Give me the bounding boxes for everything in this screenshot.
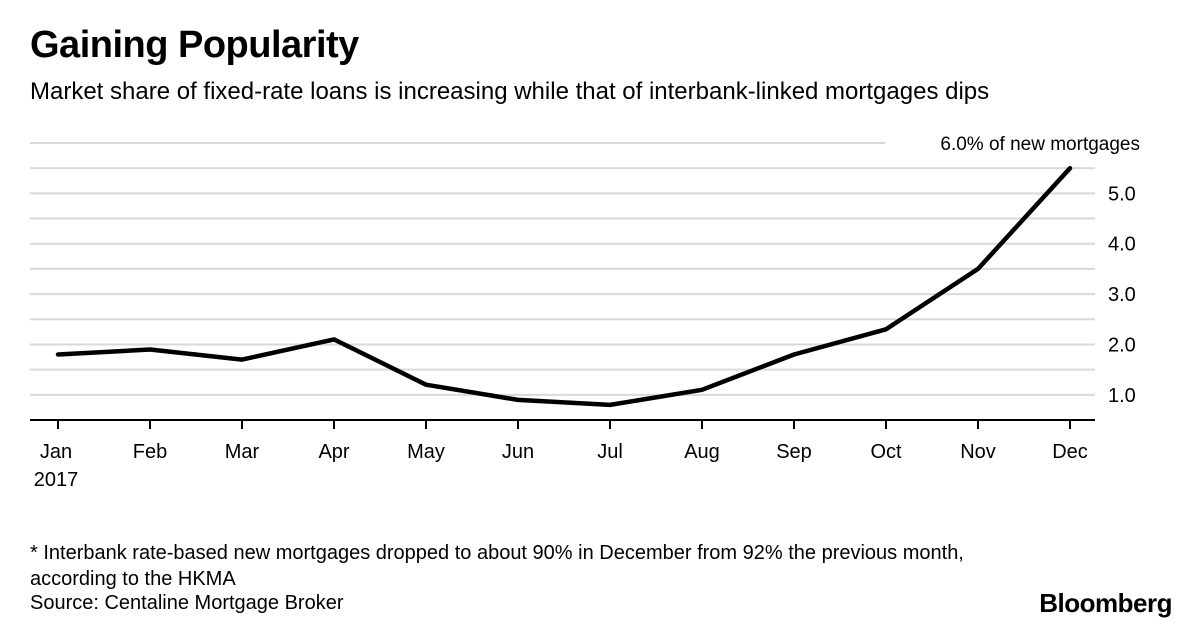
x-year-label: 2017 [34,469,79,491]
y-tick-label: 2.0 [1108,334,1136,356]
x-tick-label: Jul [597,441,623,463]
x-tick-label: Feb [133,441,167,463]
x-tick-label: Dec [1052,441,1088,463]
y-tick-label: 5.0 [1108,183,1136,205]
x-tick-label: Apr [318,441,349,463]
x-tick-label: Nov [960,441,996,463]
tick-labels: 1.0 2.0 3.0 4.0 5.0 6.0% of new mortgages Jan F… [34,134,1140,491]
y-tick-label: 3.0 [1108,284,1136,306]
x-tick-label: Mar [225,441,260,463]
chart-subtitle: Market share of fixed-rate loans is incr… [30,78,990,105]
x-tick-label: Oct [870,441,902,463]
x-axis [30,419,1095,429]
y-axis-top-label: 6.0% of new mortgages [940,134,1140,155]
gridlines [30,142,1095,396]
x-tick-label: Sep [776,441,812,463]
x-tick-label: Jun [502,441,534,463]
y-tick-label: 1.0 [1108,385,1136,407]
series-layer [55,165,1073,408]
source-note: Source: Centaline Mortgage Broker [30,592,344,614]
x-tick-label: Jan [40,441,72,463]
x-tick-label: Aug [684,441,720,463]
y-tick-label: 4.0 [1108,234,1136,256]
footnote: * Interbank rate-based new mortgages dro… [30,542,964,590]
x-tick-label: May [407,441,445,463]
series-line [55,165,1073,408]
bloomberg-logo: Bloomberg [1039,588,1172,618]
chart-title: Gaining Popularity [30,24,359,66]
